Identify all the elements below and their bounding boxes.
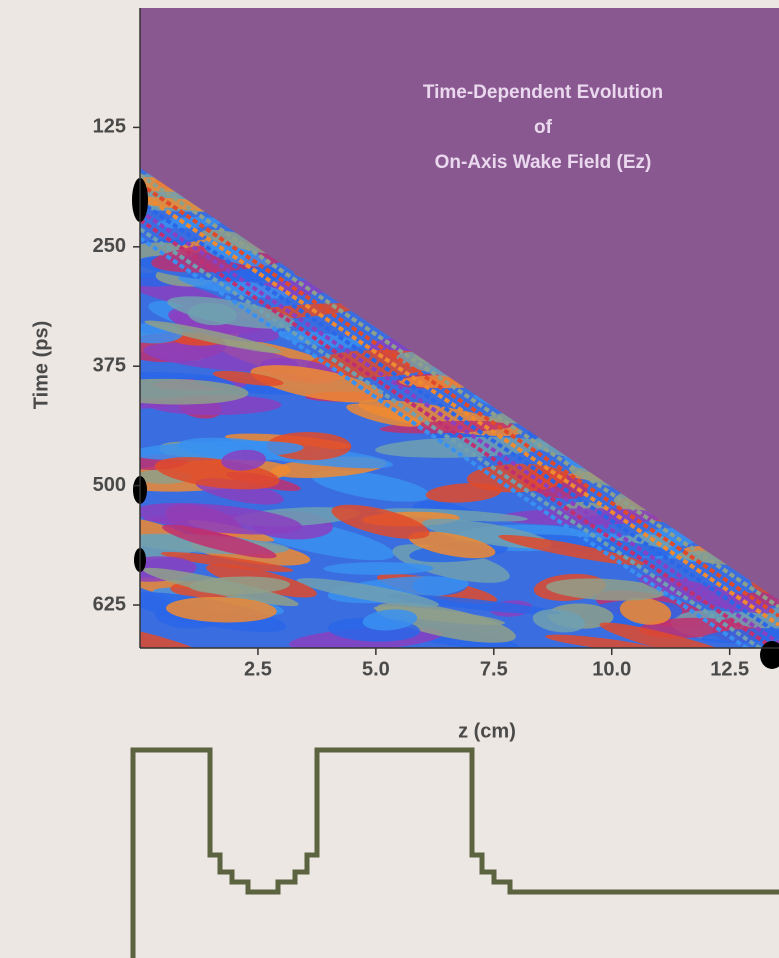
field-feature bbox=[143, 342, 299, 372]
title-line: On-Axis Wake Field (Ez) bbox=[435, 152, 652, 173]
x-axis-label: z (cm) bbox=[458, 720, 516, 742]
wavefront bbox=[140, 227, 779, 648]
field-feature bbox=[160, 552, 294, 572]
x-tick-label: 5.0 bbox=[362, 658, 390, 680]
x-tick-label: 2.5 bbox=[244, 658, 272, 680]
wavefront bbox=[140, 173, 779, 609]
title-line: of bbox=[534, 117, 553, 138]
wavefront bbox=[140, 236, 779, 648]
title: Time-Dependent Evolution of On-Axis Wake… bbox=[423, 82, 663, 173]
field-feature bbox=[346, 403, 421, 427]
field-feature bbox=[425, 483, 502, 503]
field-feature bbox=[619, 597, 672, 625]
y-tick-label: 500 bbox=[93, 474, 126, 496]
field-feature bbox=[498, 534, 645, 566]
plot-area bbox=[132, 8, 779, 669]
field-feature bbox=[362, 609, 418, 631]
field-feature bbox=[387, 594, 562, 615]
y-tick-label: 125 bbox=[93, 116, 126, 138]
field-feature bbox=[277, 330, 362, 348]
wavefront bbox=[140, 200, 779, 636]
field-feature bbox=[296, 578, 440, 607]
field-feature bbox=[140, 622, 205, 648]
field-feature bbox=[599, 622, 748, 648]
field-feature bbox=[144, 320, 282, 354]
field-feature bbox=[187, 302, 237, 326]
y-tick-label: 250 bbox=[93, 235, 126, 257]
wavefront bbox=[140, 191, 779, 627]
structure-profile bbox=[130, 747, 779, 958]
field-feature bbox=[408, 531, 496, 559]
wavefront bbox=[140, 182, 779, 618]
wavefront bbox=[140, 209, 779, 645]
field-feature bbox=[221, 449, 266, 471]
y-axis-label: Time (ps) bbox=[30, 321, 52, 410]
title-line: Time-Dependent Evolution bbox=[423, 82, 663, 103]
field-feature bbox=[165, 596, 277, 623]
field-feature bbox=[250, 365, 384, 403]
field-feature bbox=[212, 370, 284, 386]
field-feature bbox=[532, 609, 585, 633]
field-feature bbox=[162, 524, 277, 559]
field-feature bbox=[323, 562, 434, 575]
x-tick-label: 12.5 bbox=[710, 658, 749, 680]
field-feature bbox=[311, 470, 431, 502]
x-tick-label: 7.5 bbox=[480, 658, 508, 680]
field-feature bbox=[142, 567, 299, 607]
x-tick-label: 10.0 bbox=[592, 658, 631, 680]
field-feature bbox=[545, 578, 666, 601]
y-tick-label: 375 bbox=[93, 354, 126, 376]
y-tick-label: 625 bbox=[93, 593, 126, 615]
field-feature bbox=[729, 608, 779, 631]
field-feature bbox=[140, 378, 249, 405]
field-feature bbox=[331, 504, 430, 539]
wavefront bbox=[140, 218, 779, 648]
